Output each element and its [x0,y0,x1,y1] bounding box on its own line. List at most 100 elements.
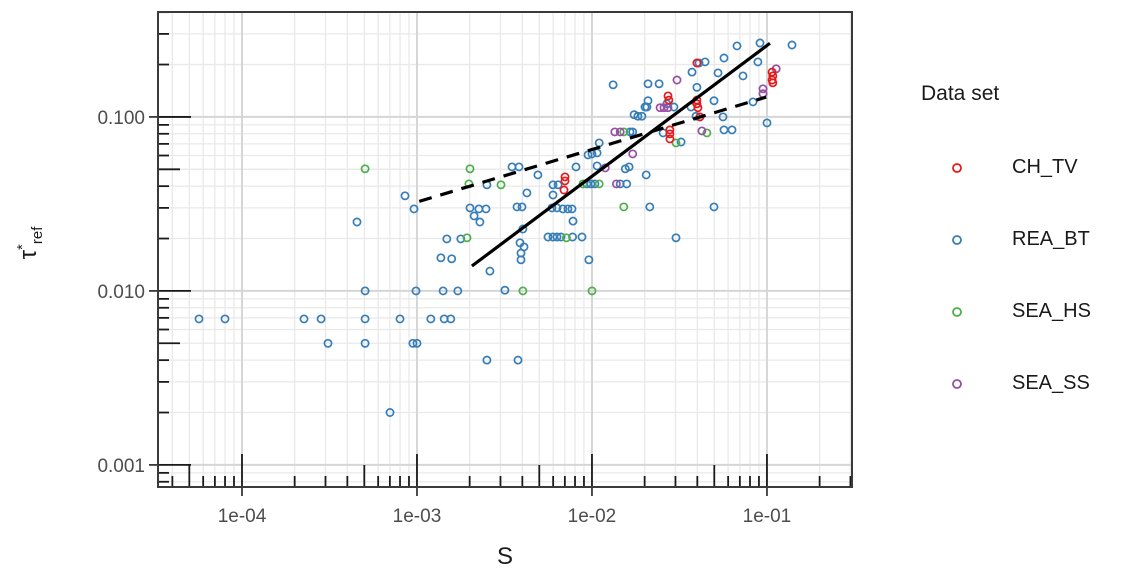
data-point [753,57,763,67]
data-point [360,164,370,174]
data-point [610,127,620,137]
y-axis-title: τ*ref [4,173,46,313]
data-point [299,314,309,324]
data-point [548,190,558,200]
y-axis-title-sup: * [14,244,31,250]
data-point [522,188,532,198]
data-point [568,216,578,226]
legend-item-label: SEA_HS [1012,300,1091,322]
data-point [762,118,772,128]
data-point [409,204,419,214]
data-point [513,355,523,365]
data-point [643,79,653,89]
data-point [692,58,702,68]
data-point [676,137,686,147]
legend-key-circle-icon [952,162,962,173]
data-point [446,314,456,324]
data-point [697,126,707,136]
data-point [561,233,571,243]
data-point [659,103,669,113]
data-point [608,80,618,90]
data-point [543,232,553,242]
data-point [395,314,405,324]
data-point [592,161,602,171]
y-tick-label: 0.100 [97,108,145,129]
data-point [194,314,204,324]
data-point [748,97,758,107]
data-point [560,172,570,182]
series-REA_BT [194,38,797,417]
data-point [692,82,702,92]
data-point [465,203,475,213]
data-point [500,285,510,295]
legend-key-circle-icon [952,378,962,389]
data-point [323,338,333,348]
data-point [517,202,527,212]
legend-item-ch-tv: CH_TV [948,156,1078,179]
y-tick-label: 0.001 [97,456,145,477]
data-point [559,185,569,195]
data-point [702,128,712,138]
data-point [768,78,778,88]
data-point [672,75,682,85]
data-point [465,164,475,174]
y-axis-title-symbol: τ [15,249,42,260]
legend-key-circle-icon [952,234,962,245]
legend-title: Data set [921,82,1000,105]
data-point [385,408,395,417]
data-point [615,127,625,137]
series-SEA_HS [360,127,712,296]
data-point [718,112,728,122]
data-point [700,57,710,67]
data-point [512,202,522,212]
data-point [732,41,742,51]
data-point [548,180,558,190]
data-point [665,125,675,135]
fit-line-dashed [418,95,767,203]
legend-key-circle-icon [952,306,962,317]
data-point [469,211,479,221]
x-tick-label: 1e-01 [743,506,792,527]
data-point [408,338,418,348]
data-point [577,232,587,242]
data-point [360,314,370,324]
data-point [624,162,634,172]
data-point [628,127,638,137]
data-point [360,338,370,348]
data-point [619,202,629,212]
data-point [645,202,655,212]
legend-item-label: CH_TV [1012,156,1078,178]
data-point [587,286,597,296]
x-tick-label: 1e-04 [218,506,267,527]
data-point [411,286,421,296]
data-point [692,99,702,109]
data-point [453,286,463,296]
data-point [641,170,651,180]
data-point [462,233,472,243]
data-point [664,95,674,105]
data-point [611,179,621,189]
data-point [553,180,563,190]
data-point [713,68,723,78]
data-point [787,40,797,50]
data-point [447,254,457,264]
panel-border [157,11,853,488]
data-point [687,67,697,77]
data-point [400,191,410,201]
data-point [568,232,578,242]
legend-item-rea-bt: REA_BT [948,228,1090,251]
data-point [436,253,446,263]
data-point [727,125,737,135]
data-point [438,286,448,296]
data-point [654,79,664,89]
data-point [755,38,765,48]
data-point [442,234,452,244]
data-point [637,111,647,121]
data-point [485,266,495,276]
data-point [482,355,492,365]
data-point [665,134,675,144]
data-point [556,232,566,242]
data-point [552,232,562,242]
data-point [496,180,506,190]
